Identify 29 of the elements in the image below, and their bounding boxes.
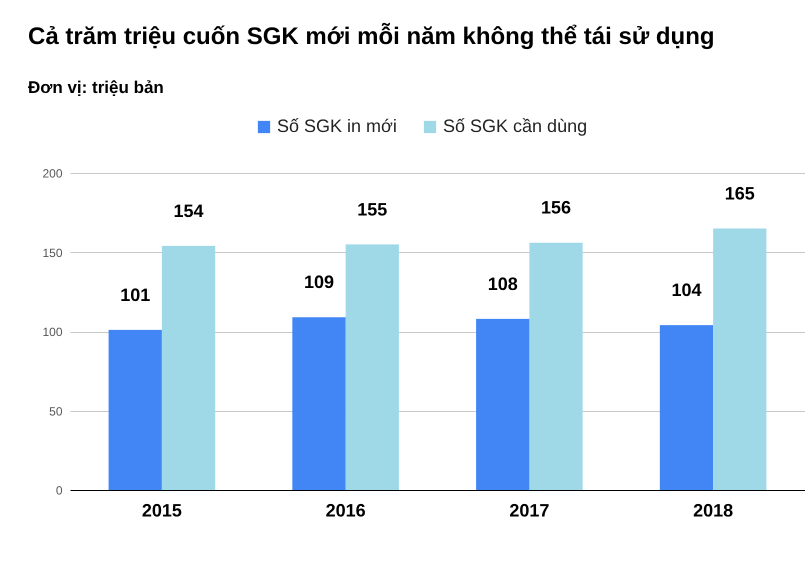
legend-label: Số SGK cần dùng [443, 116, 588, 136]
legend-label: Số SGK in mới [277, 116, 397, 136]
x-tick-label: 2016 [326, 500, 366, 520]
y-tick-label: 150 [42, 246, 63, 260]
data-label: 156 [540, 198, 572, 218]
y-tick-label: 50 [49, 404, 63, 418]
data-label: 155 [357, 199, 388, 220]
y-tick-label: 0 [56, 484, 63, 498]
bar [346, 244, 399, 490]
x-tick-label: 2015 [142, 500, 182, 520]
bar [660, 325, 714, 490]
y-tick-label: 200 [42, 166, 63, 180]
y-tick-label: 100 [42, 325, 63, 339]
data-label: 109 [304, 272, 334, 292]
bar [108, 330, 162, 490]
bar [529, 242, 583, 490]
chart-title: Cả trăm triệu cuốn SGK mới mỗi năm không thể tái sử dụng [28, 22, 715, 50]
bar [292, 317, 346, 490]
chart-subtitle: Đơn vị: triệu bản [28, 78, 164, 97]
data-label: 165 [724, 183, 755, 204]
x-tick-label: 2018 [693, 500, 734, 520]
data-label: 108 [488, 274, 518, 294]
data-label: 101 [120, 284, 150, 305]
data-label: 104 [671, 280, 702, 300]
bar [713, 228, 766, 490]
x-tick-label: 2017 [509, 500, 550, 520]
bar [162, 246, 216, 490]
data-label: 154 [173, 200, 204, 221]
bar [476, 318, 530, 490]
